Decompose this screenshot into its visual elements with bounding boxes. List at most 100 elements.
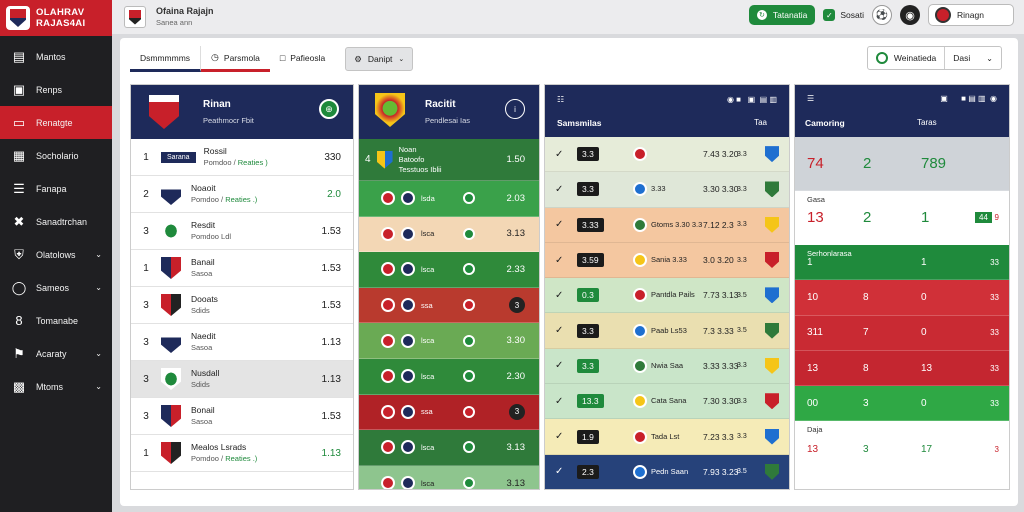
team-crest-icon	[381, 440, 395, 455]
sidebar-item-0[interactable]: ▤ Mantos	[0, 40, 112, 73]
sidebar-item-4[interactable]: ☰ Fanapa	[0, 172, 112, 205]
fixture-row[interactable]: ssa 3	[359, 287, 539, 324]
panel-header-right[interactable]: Taa	[754, 118, 767, 127]
score-e: 33	[990, 398, 999, 408]
odds-value: 7.73 3.13	[703, 290, 739, 301]
odds-label: Gtoms 3.30 3.3	[651, 219, 703, 229]
chevron-down-icon: ⌄	[398, 56, 405, 63]
score-row[interactable]: 00 3 0 33	[795, 386, 1009, 422]
sidebar-item-9[interactable]: ⚑ Acaraty ⌄	[0, 337, 112, 370]
fixture-label: ssa	[421, 300, 433, 310]
odds-row[interactable]: ✓ 3.3 7.43 3.20 3.3	[545, 137, 789, 173]
fixture-row[interactable]: lsca 3.30	[359, 323, 539, 359]
table-row[interactable]: 3 Naedit Sasoa 1.13	[131, 324, 353, 361]
score-row[interactable]: 10 8 0 33	[795, 280, 1009, 316]
score-a: 00	[807, 397, 819, 409]
chevron-down-icon[interactable]: ⌄	[986, 53, 993, 63]
fixture-row[interactable]: lsca 3.13	[359, 465, 539, 489]
table-row[interactable]: 1 Sarana Rossil Pomdoo / Reaties ) 330	[131, 139, 353, 176]
odds-row[interactable]: ✓ 3.59 Sania 3.33 3.0 3.20 3.3	[545, 242, 789, 279]
odds-row[interactable]: ✓ 2.3 Pedn Saan 7.93 3.23 3.5	[545, 454, 789, 489]
score-row[interactable]: 74 2 789	[795, 137, 1009, 191]
odds-small: 3.3	[737, 433, 747, 441]
sidebar-item-3[interactable]: ▦ Socholario	[0, 139, 112, 172]
add-icon[interactable]: ⊕	[319, 99, 339, 119]
table-row[interactable]: 3 Dooats Sdids 1.53	[131, 287, 353, 324]
rank: 2	[143, 188, 149, 200]
odds-row[interactable]: ✓ 0.3 Pantdla Pails 7.73 3.13 3.5	[545, 278, 789, 314]
live-toggle-button[interactable]: ↻ Tatanatia	[748, 5, 816, 25]
fixture-label: lsca	[421, 336, 435, 346]
team-value: 1.13	[321, 373, 341, 385]
sidebar-item-5[interactable]: ✖ Sanadtrchan	[0, 205, 112, 238]
ring-icon: ◯	[11, 279, 27, 295]
table-row[interactable]: 3 Nusdall Sdids 1.13	[131, 361, 353, 398]
shield-icon	[765, 428, 779, 445]
filter-value[interactable]: Dasi	[953, 53, 971, 63]
sidebar-item-10[interactable]: ▩ Mtoms ⌄	[0, 370, 112, 403]
notifications-icon[interactable]: ◉	[900, 5, 920, 25]
fixture-row[interactable]: lsca 2.30	[359, 358, 539, 395]
shield-icon	[765, 357, 779, 374]
table-row[interactable]: 3 Resdit Pomdoo Ldl 1.53	[131, 213, 353, 250]
soccer-ball-icon[interactable]: ⚽	[872, 5, 892, 25]
filter-button[interactable]: Weinatieda	[868, 47, 946, 69]
odds-row[interactable]: ✓ 13.3 Cata Sana 7.30 3.30 3.3	[545, 384, 789, 420]
sidebar-item-6[interactable]: ⛨ Olatolows ⌄	[0, 238, 112, 271]
table-row[interactable]: 1 Mealos Lsrads Pomdoo / Reaties .) 1.13	[131, 435, 353, 472]
panel-header-right[interactable]: Taras	[917, 118, 937, 127]
close-icon: ✖	[13, 213, 25, 229]
fixture-row[interactable]: lsca 2.33	[359, 252, 539, 288]
tab-overview[interactable]: Dsmmmmms	[130, 46, 202, 72]
menu-icon[interactable]: ☷	[557, 95, 565, 104]
team-league: Pomdoo /	[203, 158, 238, 167]
fixture-row[interactable]: lsda 2.03	[359, 181, 539, 217]
tab-parsmola[interactable]: ◷ Parsmola	[201, 46, 270, 72]
team-crest-icon	[161, 183, 181, 205]
odds-row[interactable]: ✓ 3.3 Paab Ls53 7.3 3.33 3.5	[545, 313, 789, 349]
sidebar-item-label: Tomanabe	[36, 315, 79, 326]
shield-icon	[765, 252, 779, 269]
team-league: Pomdoo Ldl	[191, 232, 232, 241]
fixture-odds: 3.13	[506, 228, 526, 240]
user-menu-button[interactable]: Rinagn	[928, 4, 1014, 26]
view-select[interactable]: ⚙ Danipt ⌄	[345, 47, 414, 71]
rank: 3	[143, 225, 149, 237]
fixture-title: Noan	[398, 144, 417, 154]
tab-pafieosla[interactable]: □ Pafieosla	[279, 53, 326, 63]
table-row[interactable]: 3 Bonail Sasoa 1.53	[131, 398, 353, 435]
fixture-row[interactable]: lsca 3.13	[359, 430, 539, 466]
fixture-row[interactable]: ssa 3	[359, 394, 539, 431]
sidebar-item-8[interactable]: 8 Tomanabe	[0, 304, 112, 337]
score-row[interactable]: Daja 13 3 17 3	[795, 421, 1009, 480]
odds-row[interactable]: ✓ 3.3 Nwia Saa 3.33 3.33 3.3	[545, 348, 789, 385]
toolbar-icons[interactable]: ◉ ■ ▣ ▤ ▥	[726, 95, 777, 104]
score-row[interactable]: 13 8 13 33	[795, 350, 1009, 387]
odds-row[interactable]: ✓ 3.33 Gtoms 3.30 3.3 7.12 2.3 3.3	[545, 207, 789, 243]
app-logo-icon[interactable]	[124, 6, 146, 28]
odds-row[interactable]: ✓ 1.9 Tada Lst 7.23 3.3 3.3	[545, 419, 789, 455]
toolbar-icons[interactable]: ▣ ■ ▤ ▥ ◉	[940, 94, 997, 103]
team-crest-icon	[376, 150, 393, 169]
fixture-row[interactable]: lsca 3.13	[359, 216, 539, 253]
brand[interactable]: OLAHRAV RAJAS4AI	[0, 0, 112, 36]
team-logo-icon	[633, 464, 647, 479]
sidebar-item-1[interactable]: ▣ Renps	[0, 73, 112, 106]
table-row[interactable]: 1 Banail Sasoa 1.53	[131, 250, 353, 287]
score-row[interactable]: 311 7 0 33	[795, 315, 1009, 351]
table-row[interactable]: 2 Noaoit Pomdoo / Reaties .) 2.0	[131, 176, 353, 213]
score-row[interactable]: Gasa 13 2 1 44 9	[795, 191, 1009, 245]
odds-label: Tada Lst	[651, 431, 680, 441]
team-league: Sasoa	[191, 343, 213, 352]
score-e: 33	[990, 363, 999, 373]
score-row[interactable]: Serhonlarasa 1 1 33	[795, 245, 1009, 281]
status-indicator[interactable]: ✓ Sosati	[823, 9, 864, 21]
score-b: 8	[863, 291, 869, 303]
score-a: 311	[807, 327, 823, 339]
sidebar-item-2[interactable]: ▭ Renatgte	[0, 106, 112, 139]
odds-row[interactable]: ✓ 3.3 3.33 3.30 3.30 3.3	[545, 172, 789, 208]
sidebar-item-7[interactable]: ◯ Sameos ⌄	[0, 271, 112, 304]
fixture-row[interactable]: 4 Noan Batoofo Tesstuos Iblii 1.50	[359, 139, 539, 181]
info-icon[interactable]: i	[505, 99, 525, 119]
score-c: 13	[921, 362, 933, 374]
